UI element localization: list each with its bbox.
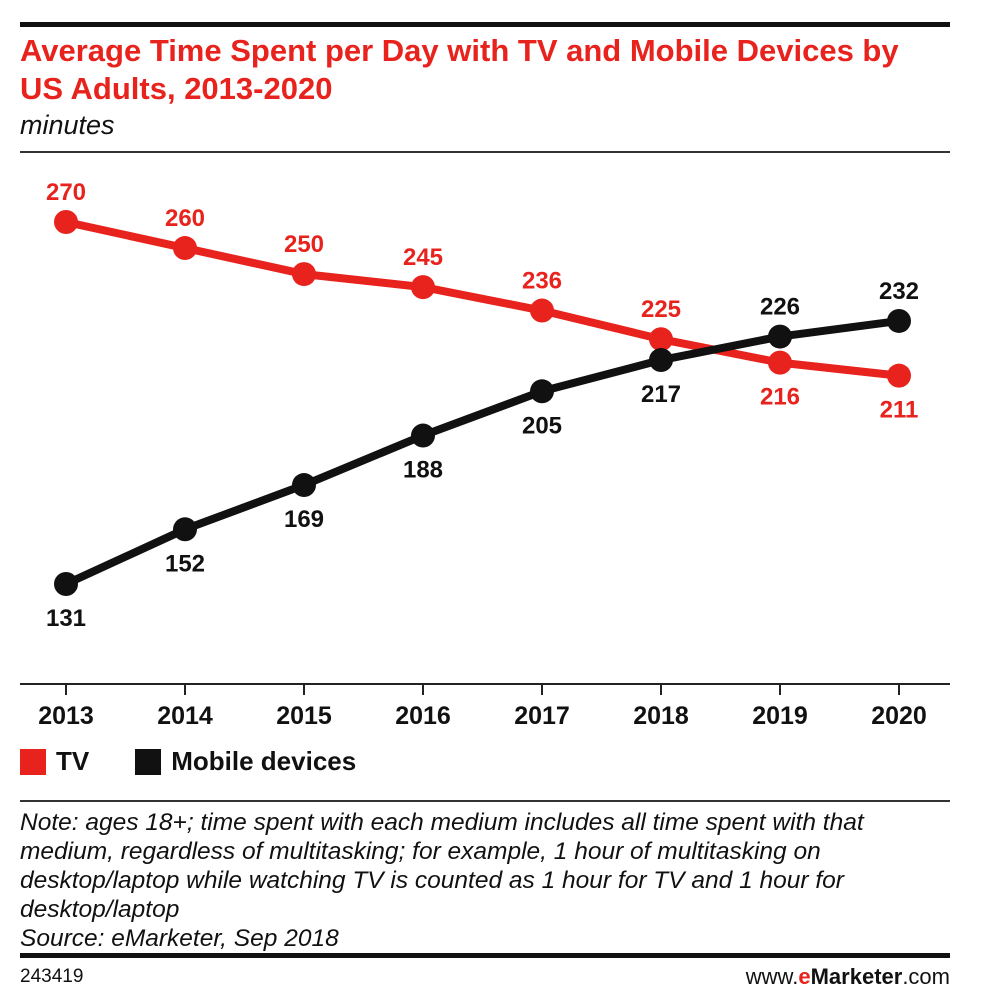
series-line-mobile [62,316,903,588]
data-point [54,210,78,234]
legend-swatch-mobile [135,748,162,775]
data-label: 260 [165,205,205,232]
note-text: Note: ages 18+; time spent with each med… [20,809,864,923]
note-block: Note: ages 18+; time spent with each med… [20,808,950,953]
data-label: 169 [284,506,324,533]
x-tick-label: 2014 [157,702,213,730]
x-tick-label: 2018 [633,702,689,730]
site-suffix: .com [902,964,950,989]
data-point [649,348,673,373]
data-label: 250 [284,231,324,258]
chart-title: Average Time Spent per Day with TV and M… [20,33,899,106]
x-tick-label: 2013 [38,702,94,730]
x-tick-label: 2016 [395,702,451,730]
data-point [173,236,197,261]
chart-subtitle: minutes [20,110,115,140]
data-label: 226 [760,294,800,321]
source-text: Source: eMarketer, Sep 2018 [20,925,339,952]
bottom-rule [20,953,950,958]
top-rule [20,22,950,27]
data-point [411,275,435,300]
data-label: 236 [522,268,562,295]
data-point [173,517,197,542]
data-label: 232 [879,278,919,305]
data-label: 216 [760,384,800,411]
data-label: 188 [403,457,443,484]
site-credit[interactable]: www.eMarketer.com [746,964,950,990]
data-label: 131 [46,605,86,632]
data-point [54,572,78,596]
data-label: 152 [165,550,205,577]
legend-swatch-tv [20,748,46,775]
data-point [887,308,911,333]
data-point [649,327,673,352]
site-brand-rest: Marketer [810,964,903,989]
data-label: 245 [403,244,443,271]
site-brand-e: e [798,964,811,989]
legend-item-mobile: Mobile devices [135,746,356,777]
data-point [292,262,316,287]
legend-item-tv: TV [20,746,89,777]
legend-label-mobile: Mobile devices [171,746,357,776]
series-line-tv [62,218,903,380]
chart-id: 243419 [20,966,84,987]
legend: TV Mobile devices [20,746,402,777]
site-prefix: www. [745,964,799,989]
x-tick-label: 2015 [276,702,332,730]
data-point [768,350,792,375]
subtitle-rule [20,151,950,153]
data-point [887,363,911,388]
data-point [768,324,792,349]
line-chart: 2013 2014 2015 2016 2017 2018 2019 2020 270 260 25… [20,179,950,730]
x-tick-label: 2020 [871,702,927,730]
data-label: 217 [641,381,681,408]
legend-label-tv: TV [56,746,90,776]
note-rule [20,800,950,802]
data-label: 270 [46,179,86,206]
data-point [292,473,316,498]
data-point [530,379,554,404]
data-point [530,298,554,323]
data-label: 205 [522,412,562,439]
data-label: 225 [641,296,681,323]
data-label: 211 [880,397,919,424]
x-tick-label: 2017 [514,702,570,730]
x-tick-label: 2019 [752,702,808,730]
data-point [411,423,435,448]
